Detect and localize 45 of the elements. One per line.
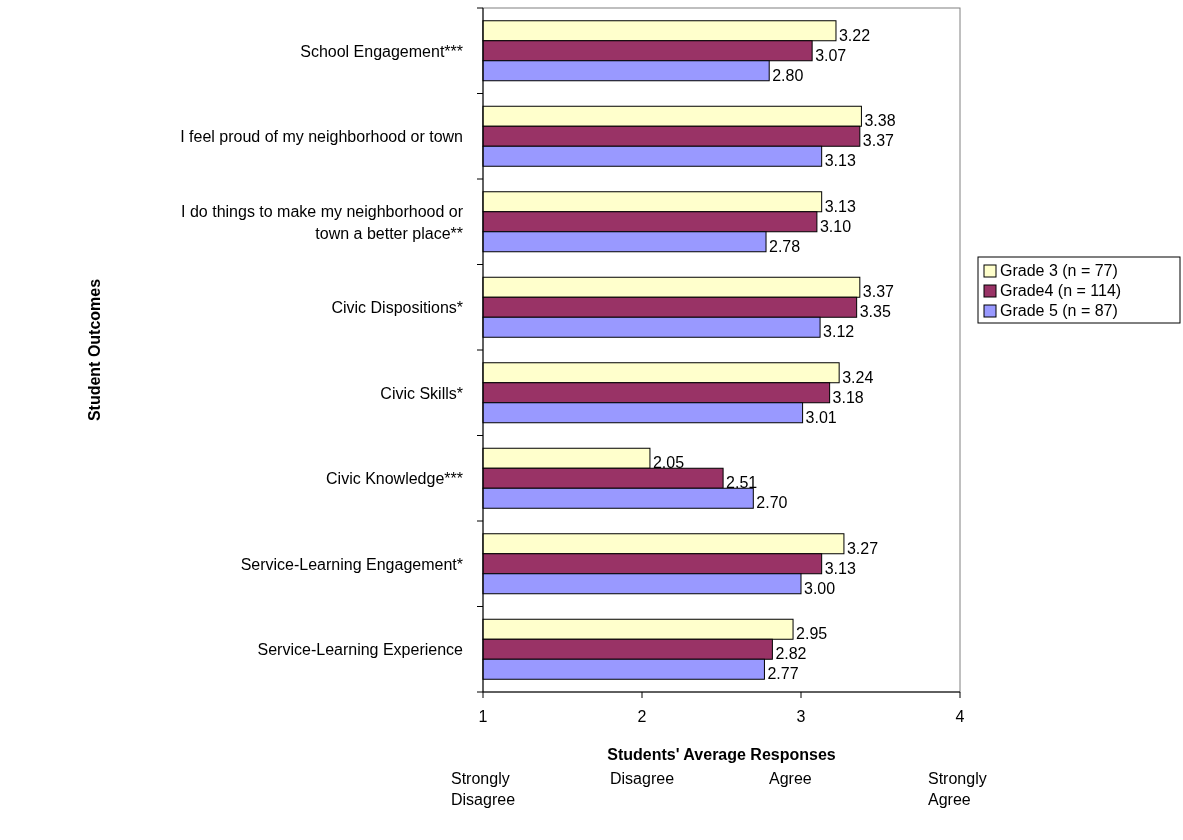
data-label: 3.27 [846, 539, 879, 557]
data-label: 2.82 [775, 645, 807, 663]
data-label: 3.10 [819, 217, 852, 235]
y-tick-label: I do things to make my neighborhood or town a better place** [181, 202, 464, 242]
data-label: 2.80 [772, 66, 804, 84]
y-tick-label: I feel proud of my neighborhood or town [180, 128, 463, 146]
data-label: 2.70 [756, 494, 788, 512]
data-label: 3.38 [864, 112, 896, 130]
y-tick-label: School Engagement*** [300, 42, 463, 60]
y-tick-label: Service-Learning Experience [257, 641, 464, 659]
data-label: 3.13 [824, 197, 856, 215]
y-tick-label: Civic Skills* [380, 384, 463, 402]
text: Strongly Disagree [451, 770, 516, 808]
data-label: 3.01 [805, 408, 837, 426]
data-label: 2.51 [726, 474, 758, 492]
data-label: 2.77 [767, 665, 799, 683]
data-label: 3.22 [838, 26, 871, 44]
text: Agree [769, 770, 812, 787]
y-axis-title: Student Outcomes [86, 278, 103, 422]
y-tick-label: Civic Dispositions* [331, 299, 463, 317]
data-label: 3.07 [815, 46, 847, 64]
x-tick-label: 3 [796, 708, 806, 725]
data-label: 3.13 [824, 559, 856, 577]
x-tick-label: 2 [637, 708, 647, 725]
legend-label: Grade 3 (n = 77) [1000, 262, 1118, 279]
y-tick-label: Service-Learning Engagement* [240, 555, 463, 573]
legend-label: Grade 5 (n = 87) [1000, 302, 1118, 319]
data-label: 3.24 [842, 368, 874, 386]
x-axis-title: Students' Average Responses [607, 746, 836, 763]
data-label: 2.78 [769, 237, 801, 255]
data-label: 2.05 [652, 454, 685, 472]
data-label: 2.95 [796, 625, 828, 643]
y-tick-label: Civic Knowledge*** [326, 470, 463, 488]
data-label: 3.12 [823, 323, 855, 341]
data-label: 3.00 [804, 579, 836, 597]
data-label: 3.37 [862, 283, 895, 301]
data-label: 3.18 [832, 388, 864, 406]
legend-label: Grade4 (n = 114) [1000, 282, 1122, 299]
data-label: 3.13 [824, 152, 856, 170]
data-label: 3.37 [862, 132, 895, 150]
x-tick-label: 4 [955, 708, 965, 725]
data-label: 3.35 [859, 303, 891, 321]
text: Disagree [610, 770, 675, 787]
x-tick-label: 1 [478, 708, 488, 725]
text: Strongly Agree [928, 770, 987, 808]
